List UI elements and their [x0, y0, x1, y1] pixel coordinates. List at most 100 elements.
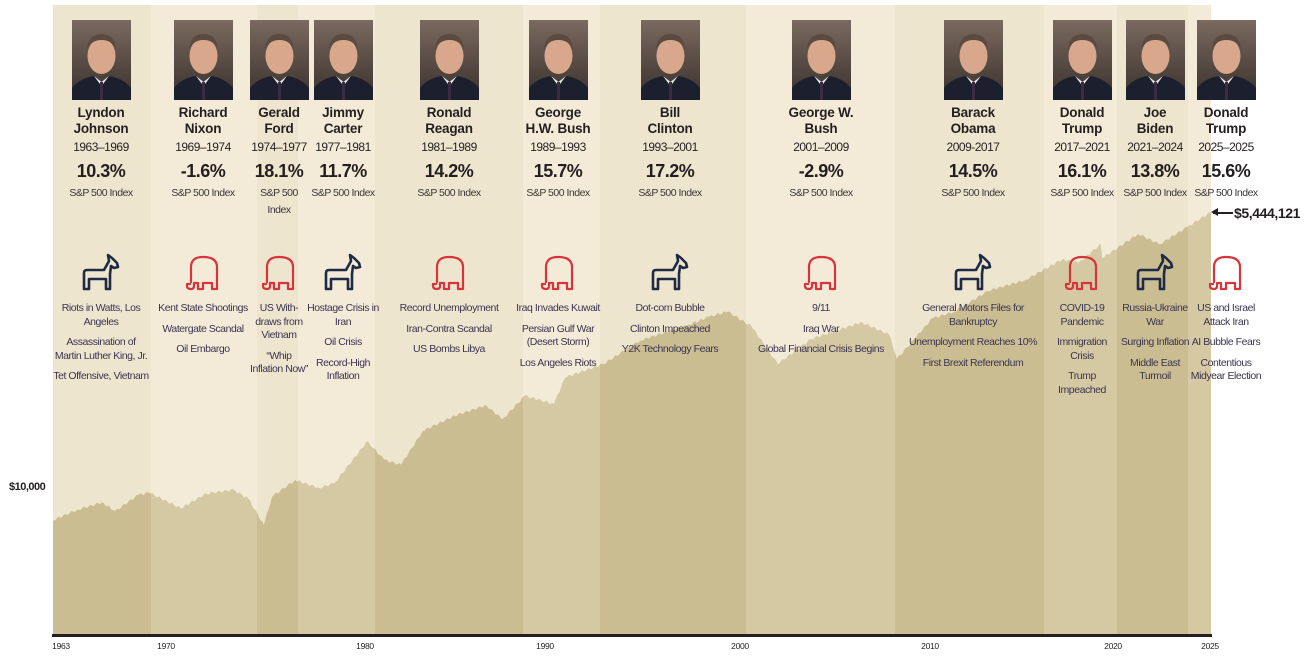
event-item: Russia-Ukraine War	[1122, 302, 1188, 328]
president-name: Ronald Reagan	[379, 105, 519, 137]
x-tick-label: 1963	[52, 641, 70, 651]
area-segment	[1117, 211, 1188, 634]
president-portrait	[71, 20, 131, 100]
event-item: First Brexit Referendum	[922, 356, 1024, 369]
donkey-icon	[651, 253, 689, 291]
term-years: 2001–2009	[793, 140, 849, 154]
events-list: US With-draws from Vietnam “Whip Inflatio…	[250, 302, 308, 384]
name-line: Richard	[178, 105, 228, 120]
event-item: 9/11	[812, 302, 830, 314]
name-line: Clinton	[647, 121, 693, 136]
president-name: Jimmy Carter	[305, 105, 381, 137]
event-item: Assassination of Martin Luther King, Jr.	[54, 336, 148, 362]
events-list: COVID-19 Pandemic Immigration Crisis Trump…	[1047, 302, 1117, 404]
event-item: Immigration Crisis	[1057, 336, 1107, 362]
president-name: Donald Trump	[1190, 105, 1262, 137]
index-label: S&P 500 Index	[417, 187, 481, 199]
event-item: US With-draws from Vietnam	[255, 302, 303, 341]
x-tick-label: 2025	[1201, 641, 1219, 651]
event-item: Persian Gulf War (Desert Storm)	[521, 322, 595, 349]
event-item: Iraq War	[802, 322, 840, 335]
term-years: 1969–1974	[175, 140, 231, 154]
annual-return: 14.5%	[948, 161, 998, 181]
events-list: Iraq Invades Kuwait Persian Gulf War (Des…	[513, 302, 603, 377]
event-item: Clinton Impeached	[630, 322, 710, 335]
event-item: General Motors Files for Bankruptcy	[922, 302, 1024, 328]
index-label: S&P 500 Index	[311, 187, 375, 199]
event-item: Contentious Midyear Election	[1190, 356, 1262, 383]
event-item: Los Angeles Riots	[519, 356, 597, 369]
elephant-icon	[540, 255, 574, 291]
index-label: S&P 500 Index	[789, 187, 853, 199]
name-line: Donald	[1059, 105, 1105, 120]
event-item: Oil Crisis	[324, 336, 362, 348]
name-line: H.W. Bush	[525, 121, 591, 136]
annual-return: 15.6%	[1201, 161, 1251, 181]
annual-return: -1.6%	[180, 161, 226, 181]
event-item: Surging Inflation	[1120, 336, 1190, 348]
annual-return: 10.3%	[76, 161, 126, 181]
term-years: 1963–1969	[73, 140, 129, 154]
events-list: 9/11 Iraq War Global Financial Crisis Begi…	[751, 302, 891, 364]
name-line: Reagan	[425, 121, 473, 136]
donkey-icon	[954, 253, 992, 291]
president-portrait	[173, 20, 233, 100]
term-years: 1989–1993	[530, 140, 586, 154]
president-portrait	[528, 20, 588, 100]
president-name: Donald Trump	[1047, 105, 1117, 137]
name-line: Jimmy	[322, 105, 364, 120]
name-line: Johnson	[73, 121, 129, 136]
term-years: 1974–1977	[251, 140, 307, 154]
index-label: S&P 500 Index	[941, 187, 1005, 199]
name-line: Joe	[1143, 105, 1167, 120]
president-name: Bill Clinton	[600, 105, 740, 137]
name-line: George W.	[788, 105, 854, 120]
event-item: AI Bubble Fears	[1191, 336, 1261, 348]
elephant-icon	[1208, 255, 1242, 291]
president-name: Richard Nixon	[151, 105, 255, 137]
term-years: 2025–2025	[1198, 140, 1254, 154]
event-item: Hostage Crisis in Iran	[307, 302, 379, 328]
president-portrait	[419, 20, 479, 100]
name-line: George	[534, 105, 582, 120]
index-label: S&P 500 Index	[1194, 187, 1258, 199]
events-list: Hostage Crisis in Iran Oil Crisis Record-H…	[305, 302, 381, 391]
president-name: Gerald Ford	[250, 105, 308, 137]
event-item: US Bombs Libya	[413, 343, 485, 355]
events-list: Kent State Shootings Watergate Scandal Oil…	[151, 302, 255, 364]
event-item: Record-High Inflation	[316, 356, 370, 383]
president-name: Joe Biden	[1120, 105, 1190, 137]
name-line: Barack	[951, 105, 995, 120]
name-line: Ford	[264, 121, 294, 136]
name-line: Ronald	[426, 105, 472, 120]
events-list: General Motors Files for Bankruptcy Unemp…	[903, 302, 1043, 377]
term-years: 2021–2024	[1127, 140, 1183, 154]
term-years: 1981–1989	[421, 140, 477, 154]
events-list: Record Unemployment Iran-Contra Scandal US…	[379, 302, 519, 364]
annual-return: 14.2%	[424, 161, 474, 181]
x-tick-label: 1970	[157, 641, 175, 651]
events-list: Riots in Watts, Los Angeles Assassination…	[53, 302, 149, 391]
elephant-icon	[261, 255, 295, 291]
annual-return: 15.7%	[533, 161, 583, 181]
x-tick-label: 1990	[536, 641, 554, 651]
events-list: Russia-Ukraine War Surging Inflation Middl…	[1120, 302, 1190, 391]
president-portrait	[943, 20, 1003, 100]
name-line: Lyndon	[77, 105, 125, 120]
elephant-icon	[1064, 255, 1098, 291]
annual-return: 11.7%	[319, 161, 367, 181]
event-item: Dot-com Bubble	[635, 302, 705, 314]
term-years: 2009-2017	[946, 140, 1000, 154]
area-segment	[1044, 211, 1117, 634]
president-name: Lyndon Johnson	[53, 105, 149, 137]
president-portrait	[249, 20, 309, 100]
elephant-icon	[803, 255, 837, 291]
event-item: Record Unemployment	[399, 302, 499, 314]
arrow-left-icon	[1211, 209, 1233, 215]
index-label: S&P 500 Index	[1123, 187, 1187, 199]
event-item: Riots in Watts, Los Angeles	[61, 302, 141, 328]
donkey-icon	[82, 253, 120, 291]
donkey-icon	[1136, 253, 1174, 291]
term-years: 1993–2001	[642, 140, 698, 154]
event-item: Middle East Turmoil	[1130, 356, 1180, 383]
